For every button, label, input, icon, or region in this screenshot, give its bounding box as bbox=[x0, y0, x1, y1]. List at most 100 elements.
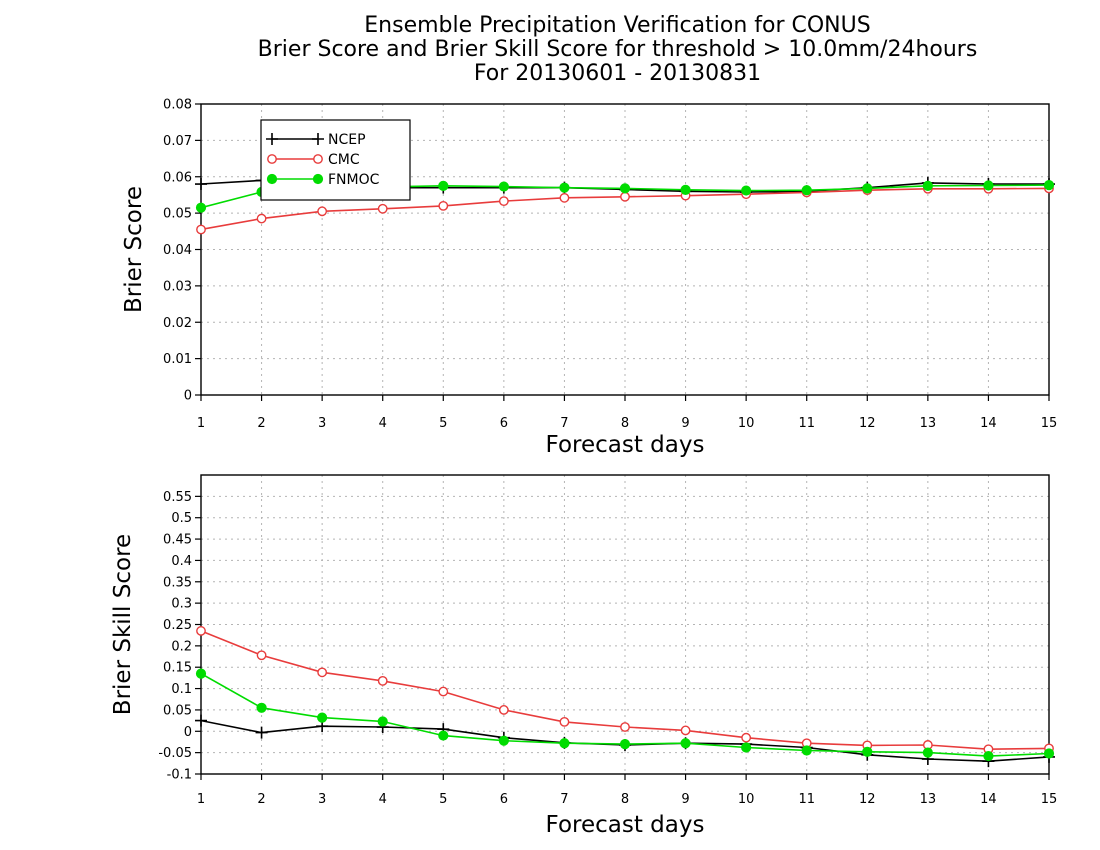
data-point-ncep bbox=[255, 726, 268, 739]
x-tick-label: 3 bbox=[318, 792, 326, 807]
x-tick-label: 8 bbox=[621, 416, 629, 431]
y-tick-label: 0.05 bbox=[163, 703, 192, 718]
data-point-fnmoc bbox=[983, 750, 994, 762]
y-tick-label: 0.04 bbox=[163, 243, 192, 258]
y-tick-label: 0.2 bbox=[171, 639, 192, 654]
x-tick-label: 6 bbox=[500, 416, 508, 431]
legend-marker-cmc bbox=[313, 154, 323, 164]
x-axis-label: Forecast days bbox=[546, 432, 705, 458]
x-tick-label: 6 bbox=[500, 792, 508, 807]
data-point-cmc bbox=[498, 705, 509, 715]
legend: NCEP CMC FNMOC bbox=[260, 119, 411, 201]
y-tick-label: -0.05 bbox=[158, 746, 192, 761]
y-tick-label: 0.55 bbox=[163, 490, 192, 505]
data-point-cmc bbox=[377, 203, 388, 214]
data-point-fnmoc bbox=[922, 180, 933, 191]
data-point-fnmoc bbox=[438, 180, 449, 191]
x-tick-label: 9 bbox=[681, 416, 689, 431]
y-tick-label: 0.03 bbox=[163, 279, 192, 294]
x-tick-label: 15 bbox=[1041, 792, 1058, 807]
title-line-1: Ensemble Precipitation Verification for … bbox=[364, 13, 871, 38]
x-tick-label: 1 bbox=[197, 792, 205, 807]
data-point-fnmoc bbox=[377, 716, 388, 727]
legend-box bbox=[260, 119, 411, 201]
legend-marker-cmc bbox=[267, 154, 277, 164]
y-tick-label: 0.15 bbox=[163, 661, 192, 676]
y-tick-label: 0.35 bbox=[163, 575, 192, 590]
y-tick-label: 0 bbox=[184, 389, 192, 404]
data-point-fnmoc bbox=[801, 185, 812, 196]
data-point-fnmoc bbox=[256, 702, 267, 713]
chart-panel-1: 00.010.020.030.040.050.060.070.081 2 3 4 5 6 7… bbox=[121, 98, 1057, 459]
data-point-cmc bbox=[498, 196, 509, 207]
legend-marker-ncep bbox=[312, 133, 324, 145]
x-tick-label: 4 bbox=[379, 416, 387, 431]
data-point-fnmoc bbox=[1043, 748, 1055, 759]
legend-marker-fnmoc bbox=[312, 173, 324, 185]
data-point-cmc bbox=[680, 725, 691, 736]
data-point-cmc bbox=[620, 191, 630, 202]
x-tick-label: 8 bbox=[621, 792, 629, 807]
data-point-cmc bbox=[741, 732, 752, 743]
data-point-ncep bbox=[195, 714, 207, 727]
series-fnmoc bbox=[195, 668, 1055, 762]
x-tick-label: 5 bbox=[439, 792, 447, 807]
data-point-cmc bbox=[377, 675, 388, 686]
data-point-fnmoc bbox=[317, 712, 328, 723]
y-tick-label: 0.45 bbox=[163, 533, 192, 548]
legend-label-fnmoc: FNMOC bbox=[328, 172, 380, 188]
data-point-fnmoc bbox=[680, 738, 691, 749]
x-tick-label: 2 bbox=[257, 416, 265, 431]
x-tick-label: 4 bbox=[379, 792, 387, 807]
y-tick-label: 0.06 bbox=[163, 170, 192, 185]
x-tick-label: 12 bbox=[859, 792, 876, 807]
y-tick-label: 0.1 bbox=[171, 682, 192, 697]
y-tick-label: 0.07 bbox=[163, 134, 192, 149]
data-point-fnmoc bbox=[1043, 180, 1055, 191]
chart-panel-2: -0.1 -0.05 0 0.05 0.1 0.15 0.2 0.25 0.3 0.35 0.4 0.… bbox=[110, 474, 1058, 838]
y-tick-label: 0.25 bbox=[163, 618, 192, 633]
x-tick-label: 3 bbox=[318, 416, 326, 431]
data-point-cmc bbox=[256, 650, 267, 661]
y-tick-label: 0 bbox=[184, 725, 192, 740]
legend-label-cmc: CMC bbox=[328, 152, 360, 168]
data-point-cmc bbox=[438, 200, 449, 211]
x-tick-label: 10 bbox=[738, 792, 755, 807]
data-point-cmc bbox=[559, 716, 570, 727]
data-point-fnmoc bbox=[619, 739, 631, 750]
y-tick-label: 0.3 bbox=[171, 597, 192, 612]
x-tick-label: 7 bbox=[560, 416, 568, 431]
y-tick-label: -0.1 bbox=[167, 768, 192, 783]
y-tick-label: 0.01 bbox=[163, 352, 192, 367]
chart-titles: Ensemble Precipitation Verification for … bbox=[0, 14, 1100, 86]
data-point-cmc bbox=[317, 206, 328, 217]
data-point-fnmoc bbox=[498, 181, 509, 192]
legend-label-ncep: NCEP bbox=[328, 132, 366, 148]
data-point-cmc bbox=[620, 722, 630, 732]
data-point-fnmoc bbox=[619, 183, 631, 194]
data-point-fnmoc bbox=[862, 746, 873, 757]
x-tick-label: 9 bbox=[681, 792, 689, 807]
data-point-fnmoc bbox=[680, 184, 691, 195]
data-point-fnmoc bbox=[559, 182, 570, 193]
x-tick-label: 2 bbox=[257, 792, 265, 807]
data-point-cmc bbox=[438, 686, 449, 697]
legend-marker-ncep bbox=[266, 133, 278, 145]
y-tick-label: 0.08 bbox=[163, 98, 192, 113]
x-tick-label: 15 bbox=[1041, 416, 1058, 431]
y-tick-label: 0.02 bbox=[163, 316, 192, 331]
data-point-cmc bbox=[196, 224, 206, 235]
y-tick-label: 0.5 bbox=[171, 511, 192, 526]
data-point-fnmoc bbox=[741, 185, 752, 196]
x-tick-label: 14 bbox=[980, 792, 997, 807]
data-point-cmc bbox=[256, 213, 267, 224]
data-point-fnmoc bbox=[862, 183, 873, 194]
x-tick-label: 14 bbox=[980, 416, 997, 431]
x-tick-label: 11 bbox=[798, 792, 815, 807]
data-point-ncep bbox=[195, 178, 207, 191]
y-tick-label: 0.4 bbox=[171, 554, 192, 569]
x-axis-label: Forecast days bbox=[546, 812, 705, 838]
data-point-fnmoc bbox=[801, 745, 812, 756]
x-tick-label: 10 bbox=[738, 416, 755, 431]
